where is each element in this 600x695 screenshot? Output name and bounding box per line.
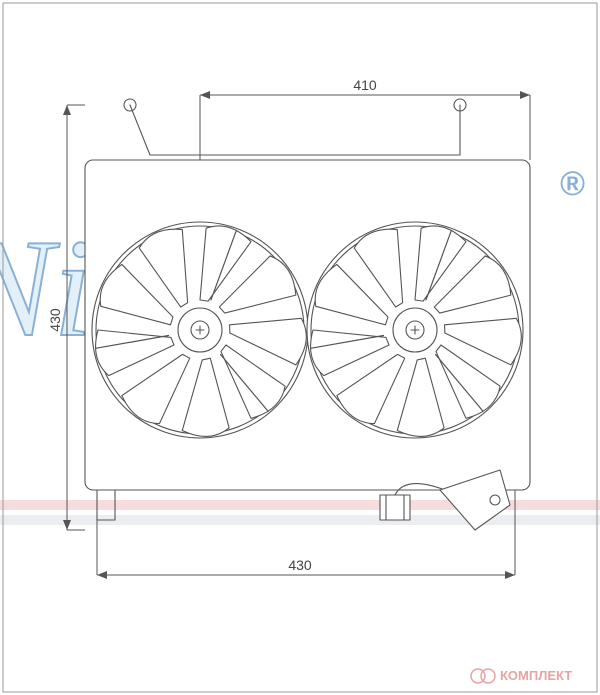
fan-0 [92, 222, 308, 438]
top-bracket [130, 105, 460, 155]
footer-watermark: КОМПЛЕКТ [471, 668, 572, 683]
diagram-svg: Nissens®410430430КОМПЛЕКТ [0, 0, 600, 695]
fan-1 [307, 222, 523, 438]
footer-text: КОМПЛЕКТ [500, 668, 572, 683]
technical-drawing [85, 99, 530, 530]
watermark-registered: ® [560, 165, 585, 203]
watermark-stripe-gray [0, 515, 600, 525]
dim-label-bottom: 430 [288, 557, 312, 573]
diagram-canvas: Nissens®410430430КОМПЛЕКТ [0, 0, 600, 695]
dim-label-left: 430 [47, 308, 63, 332]
dim-label-top: 410 [353, 77, 377, 93]
connector-plug [380, 495, 410, 520]
dim-top: 410 [200, 77, 530, 160]
